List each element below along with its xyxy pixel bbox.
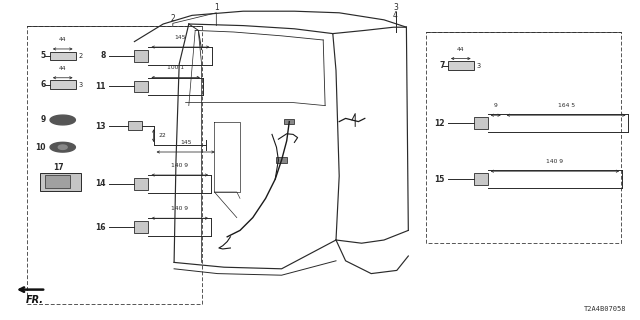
Text: 9: 9 [494,103,497,108]
Text: 140 9: 140 9 [172,206,188,211]
Bar [426,32,621,243]
Bar [284,119,294,124]
Text: 16: 16 [95,223,106,232]
Polygon shape [58,145,67,149]
Bar [448,61,474,70]
Polygon shape [50,142,76,152]
Text: 44: 44 [59,66,67,71]
Text: 15: 15 [435,175,445,184]
Bar [474,117,488,129]
Bar [134,221,148,233]
Text: 3: 3 [78,82,82,88]
Text: 2: 2 [78,53,83,59]
Text: 14: 14 [95,180,106,188]
Text: 13: 13 [95,122,106,131]
Text: 7: 7 [440,61,445,70]
Text: 140 9: 140 9 [172,163,188,168]
Text: 44: 44 [457,46,465,52]
Bar [134,178,148,190]
Text: 2: 2 [170,14,175,23]
Text: 3: 3 [476,63,480,68]
Text: 12: 12 [435,119,445,128]
Bar [134,50,148,62]
Bar [40,173,81,191]
Text: 5: 5 [41,52,46,60]
Bar [134,81,148,92]
Bar [276,157,287,163]
Bar [27,26,202,304]
Bar [128,121,142,130]
Text: 44: 44 [59,37,67,42]
Text: 17: 17 [54,164,64,172]
Bar [45,175,70,188]
Text: 145: 145 [180,140,191,145]
Text: 10: 10 [36,143,46,152]
Bar [50,80,76,89]
Text: 1: 1 [214,4,219,12]
Text: FR.: FR. [26,295,44,305]
Text: 3: 3 [393,4,398,12]
Text: 8: 8 [100,52,106,60]
Polygon shape [50,115,76,125]
Text: 140 9: 140 9 [547,159,563,164]
Text: T2A4B07058: T2A4B07058 [584,306,626,312]
Text: 6: 6 [41,80,46,89]
Text: 11: 11 [95,82,106,91]
Text: 100 1: 100 1 [167,65,184,70]
Text: 22: 22 [159,133,166,138]
Text: 4: 4 [393,12,398,20]
Text: 145: 145 [175,35,186,40]
Bar [474,173,488,185]
Bar [50,52,76,60]
Text: 164 5: 164 5 [557,103,575,108]
Text: 9: 9 [41,116,46,124]
